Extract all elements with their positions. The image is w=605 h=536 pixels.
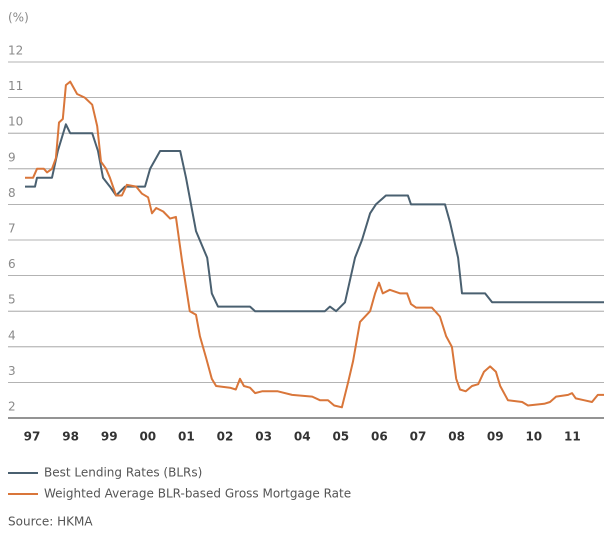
x-tick-label: 10 (525, 430, 542, 444)
x-tick-label: 07 (410, 430, 427, 444)
y-tick-label: 9 (8, 150, 16, 164)
y-tick-label: 2 (8, 400, 16, 414)
x-tick-label: 06 (371, 430, 388, 444)
y-tick-label: 8 (8, 186, 16, 200)
series-line (25, 80, 604, 409)
y-tick-label: 11 (8, 79, 23, 93)
x-tick-label: 05 (332, 430, 349, 444)
y-tick-label: 7 (8, 222, 16, 236)
legend-label: Weighted Average BLR-based Gross Mortgag… (44, 487, 351, 501)
y-tick-label: 5 (8, 293, 16, 307)
y-tick-label: 6 (8, 257, 16, 271)
x-tick-label: 11 (564, 430, 581, 444)
x-tick-label: 99 (101, 430, 118, 444)
x-tick-label: 08 (448, 430, 465, 444)
legend-label: Best Lending Rates (BLRs) (44, 466, 202, 480)
x-tick-label: 03 (255, 430, 272, 444)
y-tick-label: 10 (8, 115, 23, 129)
y-tick-label: 4 (8, 328, 16, 342)
x-tick-label: 02 (217, 430, 234, 444)
y-tick-label: 12 (8, 44, 23, 58)
source: Source: HKMA (8, 515, 93, 529)
x-tick-label: 09 (487, 430, 504, 444)
y-axis-label: (%) (8, 11, 29, 25)
series-line (25, 123, 604, 313)
y-tick-label: 3 (8, 364, 16, 378)
x-tick-label: 98 (62, 430, 79, 444)
x-tick-label: 00 (139, 430, 156, 444)
x-tick-label: 97 (24, 430, 41, 444)
x-tick-label: 01 (178, 430, 195, 444)
x-tick-label: 04 (294, 430, 311, 444)
